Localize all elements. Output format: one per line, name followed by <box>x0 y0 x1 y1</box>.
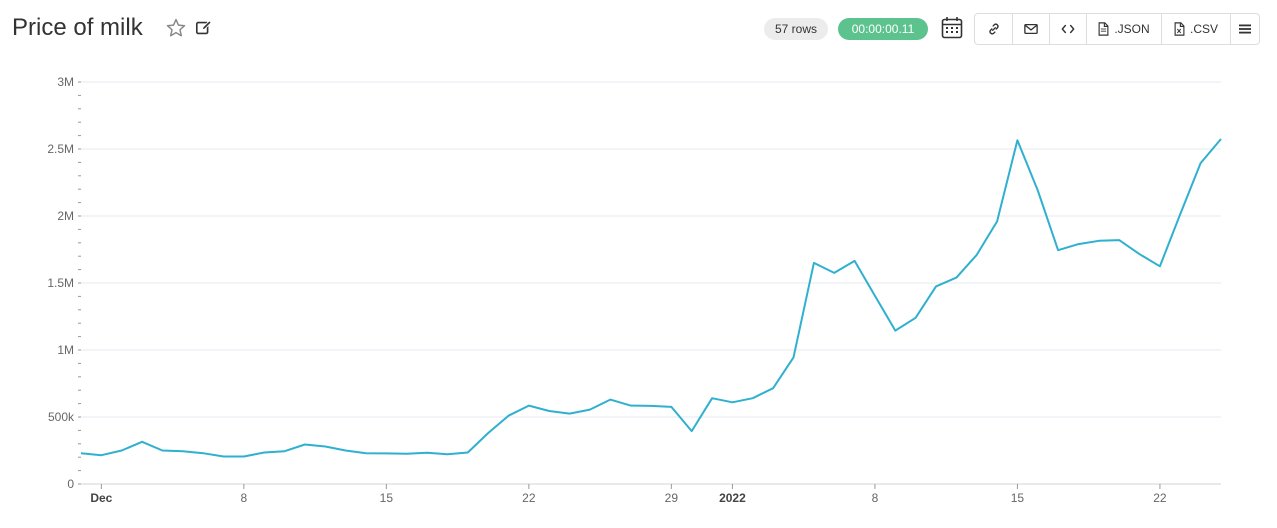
data-point <box>384 451 388 455</box>
data-point <box>344 449 348 453</box>
data-point <box>364 451 368 455</box>
data-point <box>486 431 490 435</box>
data-point <box>1219 137 1223 141</box>
menu-button[interactable] <box>1231 14 1259 44</box>
x-tick-label: 8 <box>241 491 248 505</box>
share-toolbar: .JSON .CSV <box>974 13 1260 45</box>
line-chart: 0 500k 1M 1.5M 2M 2.5M 3M Dec 8 15 22 29 2022 8 15 22 <box>0 60 1277 528</box>
data-point <box>425 451 429 455</box>
data-point <box>222 455 226 459</box>
rows-count-badge: 57 rows <box>764 18 829 40</box>
y-tick-label: 1.5M <box>47 276 74 290</box>
data-point <box>649 404 653 408</box>
data-point <box>1036 189 1040 193</box>
data-point <box>669 405 673 409</box>
data-point <box>303 442 307 446</box>
data-point <box>507 414 511 418</box>
data-point <box>1199 161 1203 165</box>
data-point <box>1117 238 1121 242</box>
data-point <box>405 452 409 456</box>
data-point <box>1158 264 1162 268</box>
data-point <box>771 386 775 390</box>
data-point <box>588 408 592 412</box>
data-point <box>1015 138 1019 142</box>
data-point <box>262 451 266 455</box>
chart-svg: 0 500k 1M 1.5M 2M 2.5M 3M Dec 8 15 22 29 2022 8 15 22 <box>47 75 1223 505</box>
y-tick-label: 500k <box>48 410 75 424</box>
data-point <box>120 449 124 453</box>
data-point <box>1138 252 1142 256</box>
data-point <box>954 276 958 280</box>
x-tick-label: 22 <box>522 491 536 505</box>
data-point <box>832 271 836 275</box>
json-file-icon <box>1098 22 1109 36</box>
data-point <box>975 253 979 257</box>
data-point <box>995 219 999 223</box>
data-point <box>1077 242 1081 246</box>
data-point <box>853 259 857 263</box>
edit-icon[interactable] <box>195 19 213 37</box>
data-point <box>914 316 918 320</box>
data-point <box>893 329 897 333</box>
data-point <box>283 449 287 453</box>
data-point <box>873 294 877 298</box>
query-time-badge: 00:00:00.11 <box>838 18 928 40</box>
x-tick-label: 8 <box>872 491 879 505</box>
data-point <box>629 404 633 408</box>
data-point <box>323 444 327 448</box>
x-tick-label: 2022 <box>719 491 746 505</box>
csv-label: .CSV <box>1189 22 1218 36</box>
data-point <box>242 455 246 459</box>
data-point <box>201 451 205 455</box>
data-point <box>568 412 572 416</box>
star-icon[interactable] <box>165 17 187 39</box>
data-point <box>792 355 796 359</box>
data-point <box>466 451 470 455</box>
calendar-icon[interactable] <box>941 16 963 40</box>
data-point <box>160 449 164 453</box>
data-point <box>181 449 185 453</box>
x-tick-label: Dec <box>90 491 112 505</box>
email-button[interactable] <box>1013 14 1050 44</box>
json-label: .JSON <box>1114 22 1150 36</box>
mail-icon <box>1024 23 1038 35</box>
y-tick-label: 2.5M <box>47 142 74 156</box>
data-point <box>730 400 734 404</box>
menu-icon <box>1239 24 1251 34</box>
x-tick-label: 29 <box>665 491 679 505</box>
x-tick-label: 15 <box>1011 491 1025 505</box>
copy-link-button[interactable] <box>975 14 1013 44</box>
data-point <box>1056 248 1060 252</box>
data-point <box>608 398 612 402</box>
link-icon <box>988 23 999 35</box>
y-tick-label: 3M <box>57 75 74 89</box>
data-point <box>79 451 83 455</box>
data-point <box>547 409 551 413</box>
data-point <box>751 396 755 400</box>
data-point <box>710 396 714 400</box>
csv-file-icon <box>1174 22 1185 36</box>
data-point <box>1097 239 1101 243</box>
data-point <box>140 440 144 444</box>
download-csv-button[interactable]: .CSV <box>1162 14 1231 44</box>
page-title: Price of milk <box>12 14 143 41</box>
embed-button[interactable] <box>1050 14 1087 44</box>
data-point <box>527 404 531 408</box>
y-tick-label: 0 <box>67 477 74 491</box>
header: Price of milk 57 rows 00:00:00.11 <box>0 0 1277 60</box>
code-icon <box>1061 24 1075 34</box>
data-point <box>690 429 694 433</box>
y-tick-label: 2M <box>57 209 74 223</box>
x-tick-label: 15 <box>380 491 394 505</box>
data-point <box>1178 212 1182 216</box>
download-json-button[interactable]: .JSON <box>1087 14 1162 44</box>
series-line <box>80 138 1222 458</box>
data-point <box>812 261 816 265</box>
data-point <box>934 284 938 288</box>
x-tick-label: 22 <box>1153 491 1167 505</box>
y-tick-label: 1M <box>57 343 74 357</box>
data-point <box>99 453 103 457</box>
data-point <box>445 452 449 456</box>
